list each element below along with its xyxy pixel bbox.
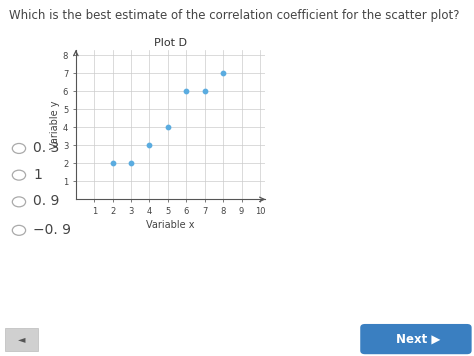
Point <box>128 161 135 166</box>
Point <box>164 125 172 130</box>
Text: Next ▶: Next ▶ <box>396 333 440 345</box>
Text: 0. 9: 0. 9 <box>33 194 60 208</box>
Y-axis label: Variable y: Variable y <box>50 100 60 149</box>
Text: 1: 1 <box>33 168 42 182</box>
Text: −0. 9: −0. 9 <box>33 223 71 237</box>
X-axis label: Variable x: Variable x <box>146 220 195 230</box>
Text: 0. 3: 0. 3 <box>33 141 59 155</box>
Point <box>182 88 190 94</box>
Point <box>219 70 227 76</box>
Title: Plot D: Plot D <box>154 38 187 48</box>
Point <box>109 161 117 166</box>
Text: Which is the best estimate of the correlation coefficient for the scatter plot?: Which is the best estimate of the correl… <box>9 9 460 22</box>
Point <box>201 88 209 94</box>
Text: ◄: ◄ <box>18 334 25 344</box>
Point <box>146 142 153 148</box>
